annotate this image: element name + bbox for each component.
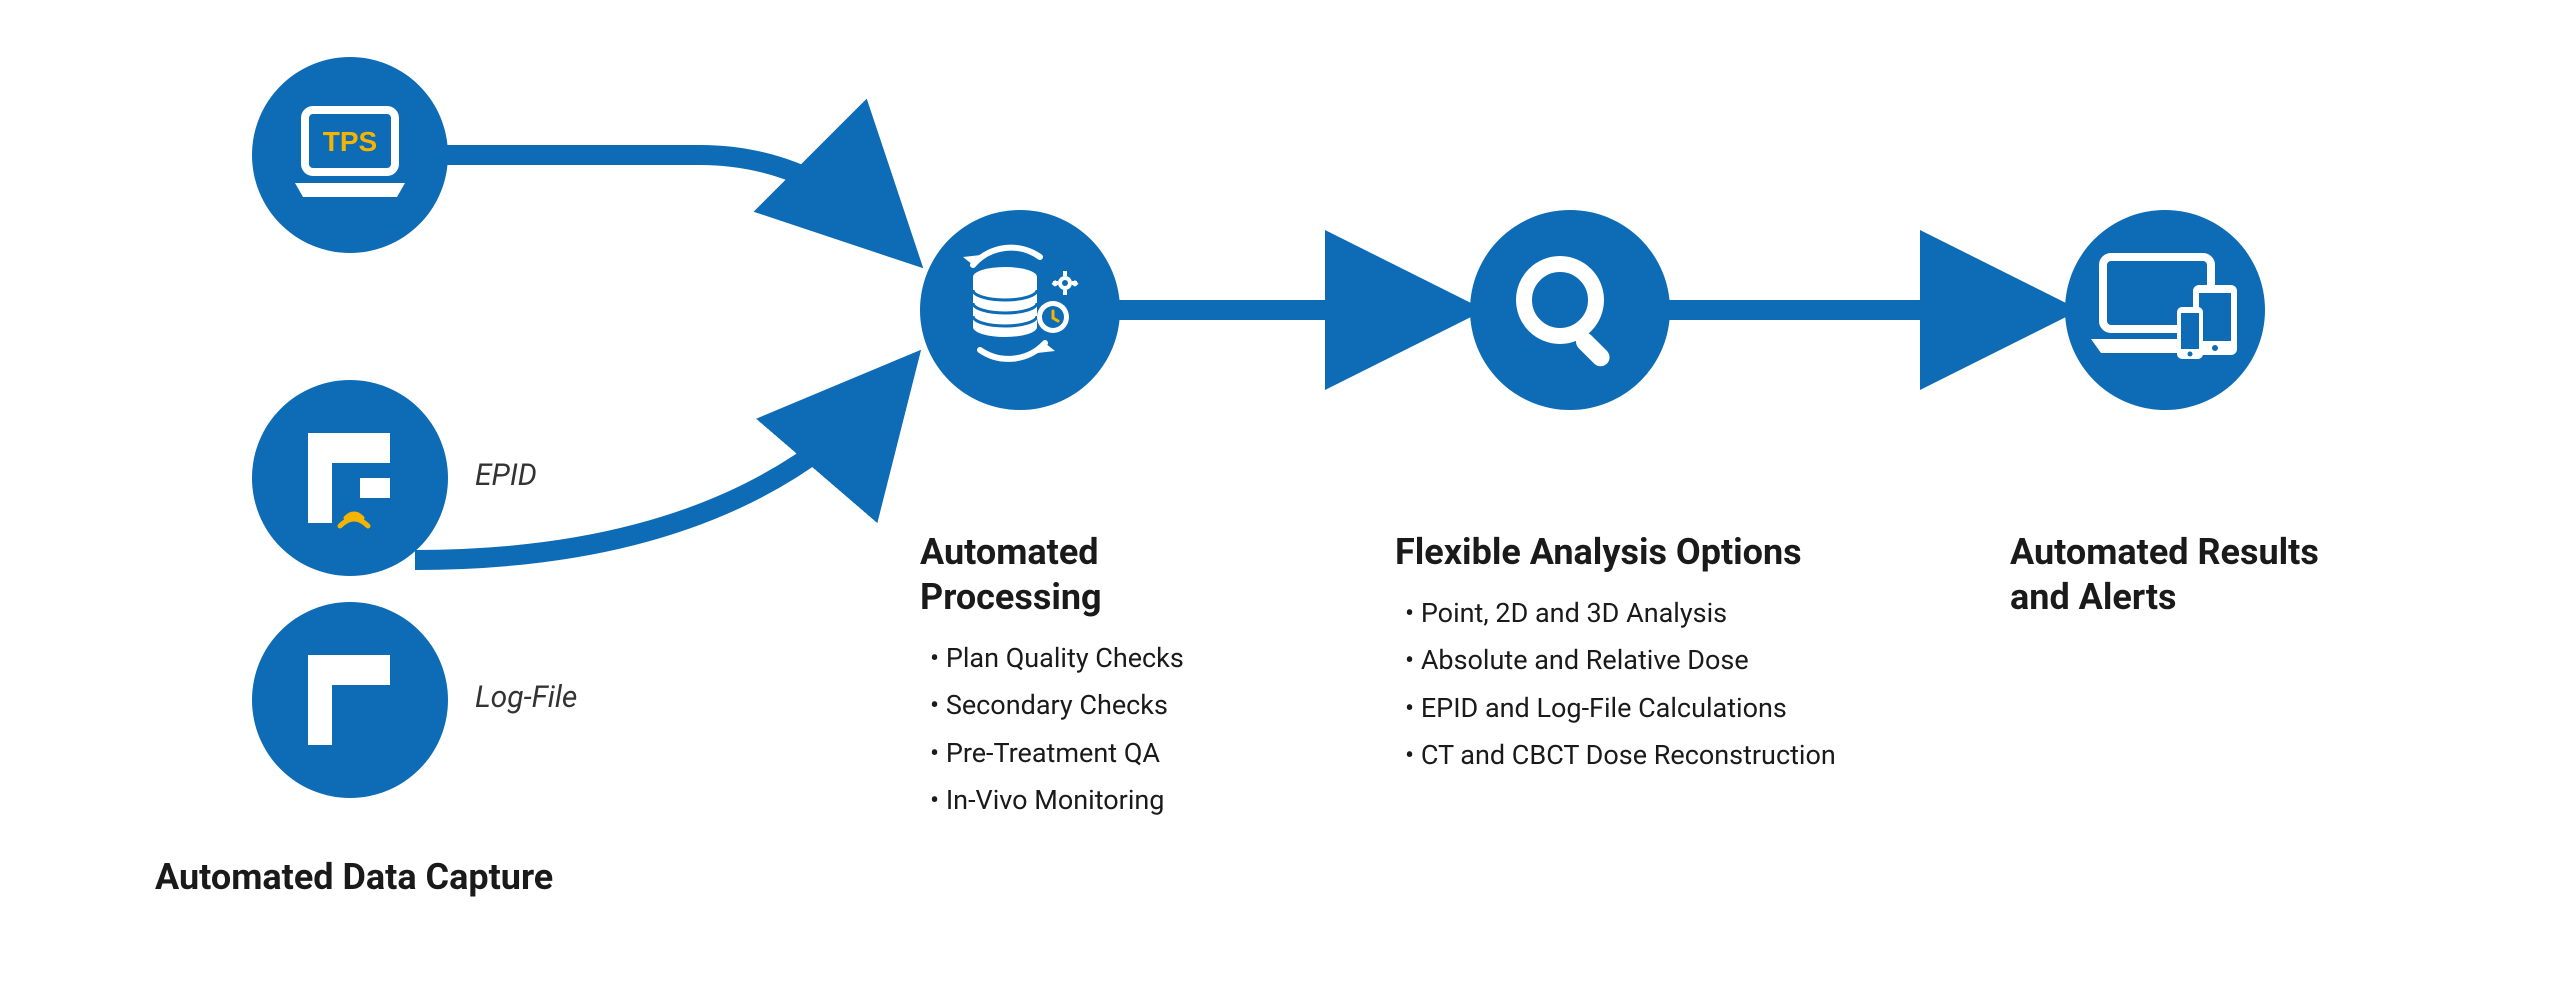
- edge-epid-proc: [415, 380, 895, 560]
- bullet-item: Absolute and Relative Dose: [1405, 637, 1836, 684]
- bullet-item: EPID and Log-File Calculations: [1405, 685, 1836, 732]
- bullet-item: In-Vivo Monitoring: [930, 777, 1184, 824]
- bullet-item: CT and CBCT Dose Reconstruction: [1405, 732, 1836, 779]
- edge-tps-proc: [440, 155, 895, 240]
- bullets-analysis: Point, 2D and 3D Analysis Absolute and R…: [1405, 590, 1836, 779]
- bullet-item: Plan Quality Checks: [930, 635, 1184, 682]
- heading-analysis: Flexible Analysis Options: [1395, 530, 1802, 575]
- heading-results: Automated Results and Alerts: [2010, 530, 2319, 620]
- heading-capture: Automated Data Capture: [155, 855, 553, 900]
- bullets-processing: Plan Quality Checks Secondary Checks Pre…: [930, 635, 1184, 824]
- bullet-item: Pre-Treatment QA: [930, 730, 1184, 777]
- bullet-item: Secondary Checks: [930, 682, 1184, 729]
- bullet-item: Point, 2D and 3D Analysis: [1405, 590, 1836, 637]
- heading-processing: Automated Processing: [920, 530, 1102, 620]
